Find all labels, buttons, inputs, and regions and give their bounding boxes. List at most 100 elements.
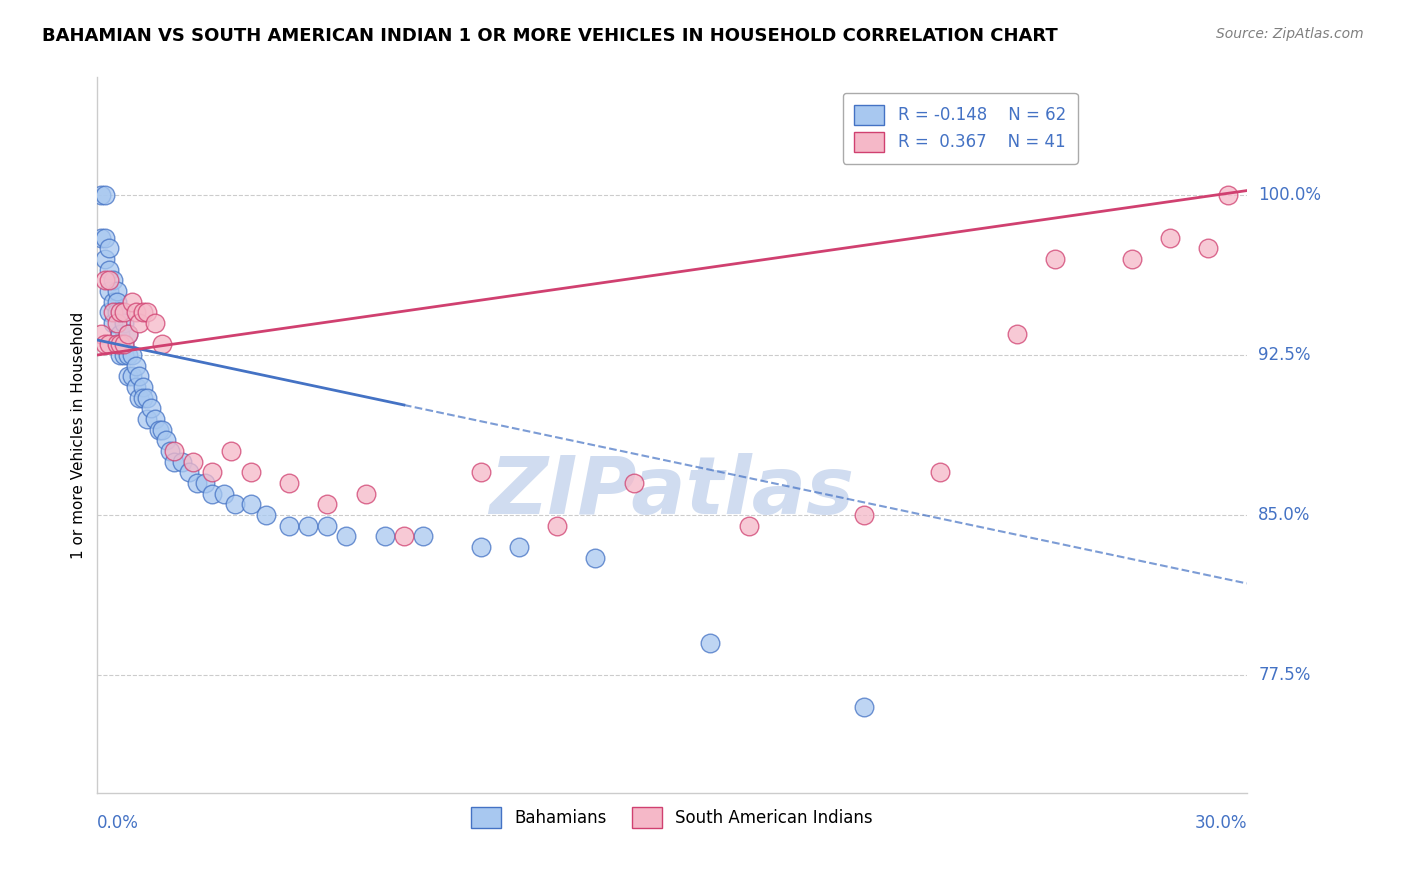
Point	[159, 444, 181, 458]
Y-axis label: 1 or more Vehicles in Household: 1 or more Vehicles in Household	[72, 311, 86, 558]
Point	[105, 294, 128, 309]
Point	[105, 337, 128, 351]
Point	[623, 476, 645, 491]
Point	[112, 348, 135, 362]
Point	[392, 529, 415, 543]
Point	[97, 273, 120, 287]
Point	[297, 518, 319, 533]
Point	[143, 316, 166, 330]
Point	[105, 305, 128, 319]
Point	[1121, 252, 1143, 266]
Text: 30.0%: 30.0%	[1194, 814, 1247, 832]
Point	[1159, 230, 1181, 244]
Point	[152, 423, 174, 437]
Point	[277, 518, 299, 533]
Point	[132, 380, 155, 394]
Point	[117, 348, 139, 362]
Point	[699, 636, 721, 650]
Point	[90, 326, 112, 341]
Point	[239, 498, 262, 512]
Point	[738, 518, 761, 533]
Point	[179, 466, 201, 480]
Point	[94, 230, 117, 244]
Text: 100.0%: 100.0%	[1258, 186, 1322, 204]
Point	[124, 305, 146, 319]
Point	[101, 273, 124, 287]
Point	[112, 337, 135, 351]
Point	[112, 305, 135, 319]
Point	[852, 700, 875, 714]
Point	[94, 252, 117, 266]
Point	[374, 529, 396, 543]
Text: ZIPatlas: ZIPatlas	[489, 453, 855, 532]
Point	[97, 284, 120, 298]
Point	[136, 391, 159, 405]
Point	[186, 476, 208, 491]
Point	[94, 337, 117, 351]
Point	[97, 337, 120, 351]
Text: 77.5%: 77.5%	[1258, 666, 1310, 684]
Point	[97, 262, 120, 277]
Point	[852, 508, 875, 522]
Point	[136, 412, 159, 426]
Point	[128, 316, 150, 330]
Point	[136, 305, 159, 319]
Point	[121, 369, 143, 384]
Point	[117, 326, 139, 341]
Point	[90, 230, 112, 244]
Point	[128, 391, 150, 405]
Point	[470, 540, 492, 554]
Point	[412, 529, 434, 543]
Point	[117, 369, 139, 384]
Text: Source: ZipAtlas.com: Source: ZipAtlas.com	[1216, 27, 1364, 41]
Point	[316, 518, 339, 533]
Point	[97, 241, 120, 255]
Point	[121, 348, 143, 362]
Point	[155, 434, 177, 448]
Point	[110, 305, 132, 319]
Point	[316, 498, 339, 512]
Point	[194, 476, 217, 491]
Point	[354, 487, 377, 501]
Point	[335, 529, 357, 543]
Point	[201, 466, 224, 480]
Point	[1005, 326, 1028, 341]
Point	[508, 540, 530, 554]
Point	[121, 294, 143, 309]
Point	[148, 423, 170, 437]
Point	[181, 455, 204, 469]
Point	[94, 187, 117, 202]
Point	[110, 337, 132, 351]
Point	[110, 348, 132, 362]
Point	[101, 316, 124, 330]
Point	[221, 444, 243, 458]
Point	[132, 391, 155, 405]
Point	[101, 294, 124, 309]
Point	[105, 337, 128, 351]
Point	[128, 369, 150, 384]
Point	[105, 316, 128, 330]
Point	[90, 187, 112, 202]
Point	[112, 337, 135, 351]
Point	[112, 316, 135, 330]
Point	[152, 337, 174, 351]
Legend: Bahamians, South American Indians: Bahamians, South American Indians	[464, 801, 880, 834]
Text: 0.0%: 0.0%	[97, 814, 139, 832]
Point	[163, 444, 186, 458]
Point	[470, 466, 492, 480]
Point	[1198, 241, 1220, 255]
Text: 92.5%: 92.5%	[1258, 346, 1310, 364]
Point	[585, 550, 607, 565]
Point	[277, 476, 299, 491]
Point	[224, 498, 246, 512]
Text: BAHAMIAN VS SOUTH AMERICAN INDIAN 1 OR MORE VEHICLES IN HOUSEHOLD CORRELATION CH: BAHAMIAN VS SOUTH AMERICAN INDIAN 1 OR M…	[42, 27, 1057, 45]
Point	[124, 380, 146, 394]
Point	[254, 508, 277, 522]
Point	[239, 466, 262, 480]
Point	[105, 284, 128, 298]
Point	[117, 326, 139, 341]
Point	[124, 359, 146, 373]
Point	[163, 455, 186, 469]
Point	[546, 518, 568, 533]
Point	[132, 305, 155, 319]
